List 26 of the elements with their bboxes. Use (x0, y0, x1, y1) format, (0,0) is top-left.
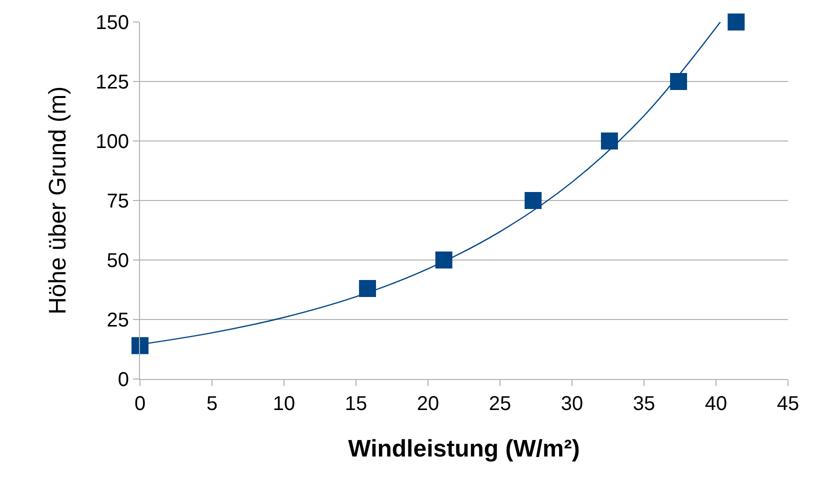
x-tick-label: 20 (416, 393, 440, 415)
x-tick-label: 40 (704, 393, 728, 415)
y-tick-label: 125 (96, 72, 129, 94)
x-tick-label: 0 (134, 393, 146, 415)
point (132, 337, 148, 354)
y-tick-label: 100 (96, 131, 129, 153)
y-tick-label: 25 (106, 310, 129, 332)
point (359, 280, 376, 298)
y-tick-label: 0 (118, 369, 129, 391)
x-tick-label: 25 (488, 393, 512, 415)
x-tick-label: 5 (206, 393, 218, 415)
x-tick-label: 35 (632, 393, 656, 415)
y-tick-label: 75 (106, 190, 129, 212)
x-tick-label: 10 (272, 393, 296, 415)
point (435, 252, 452, 268)
x-tick-label: 30 (560, 393, 584, 415)
x-tick-label: 45 (776, 393, 800, 415)
x-axis-title: Windleistung (W/m²) (348, 435, 580, 462)
point (600, 132, 618, 150)
point (728, 14, 745, 30)
point (670, 73, 688, 90)
y-axis-title: Höhe über Grund (m) (44, 86, 72, 315)
y-tick-label: 150 (96, 12, 129, 34)
point (524, 192, 542, 209)
x-tick-label: 15 (344, 393, 368, 415)
y-tick-label: 50 (106, 250, 129, 272)
